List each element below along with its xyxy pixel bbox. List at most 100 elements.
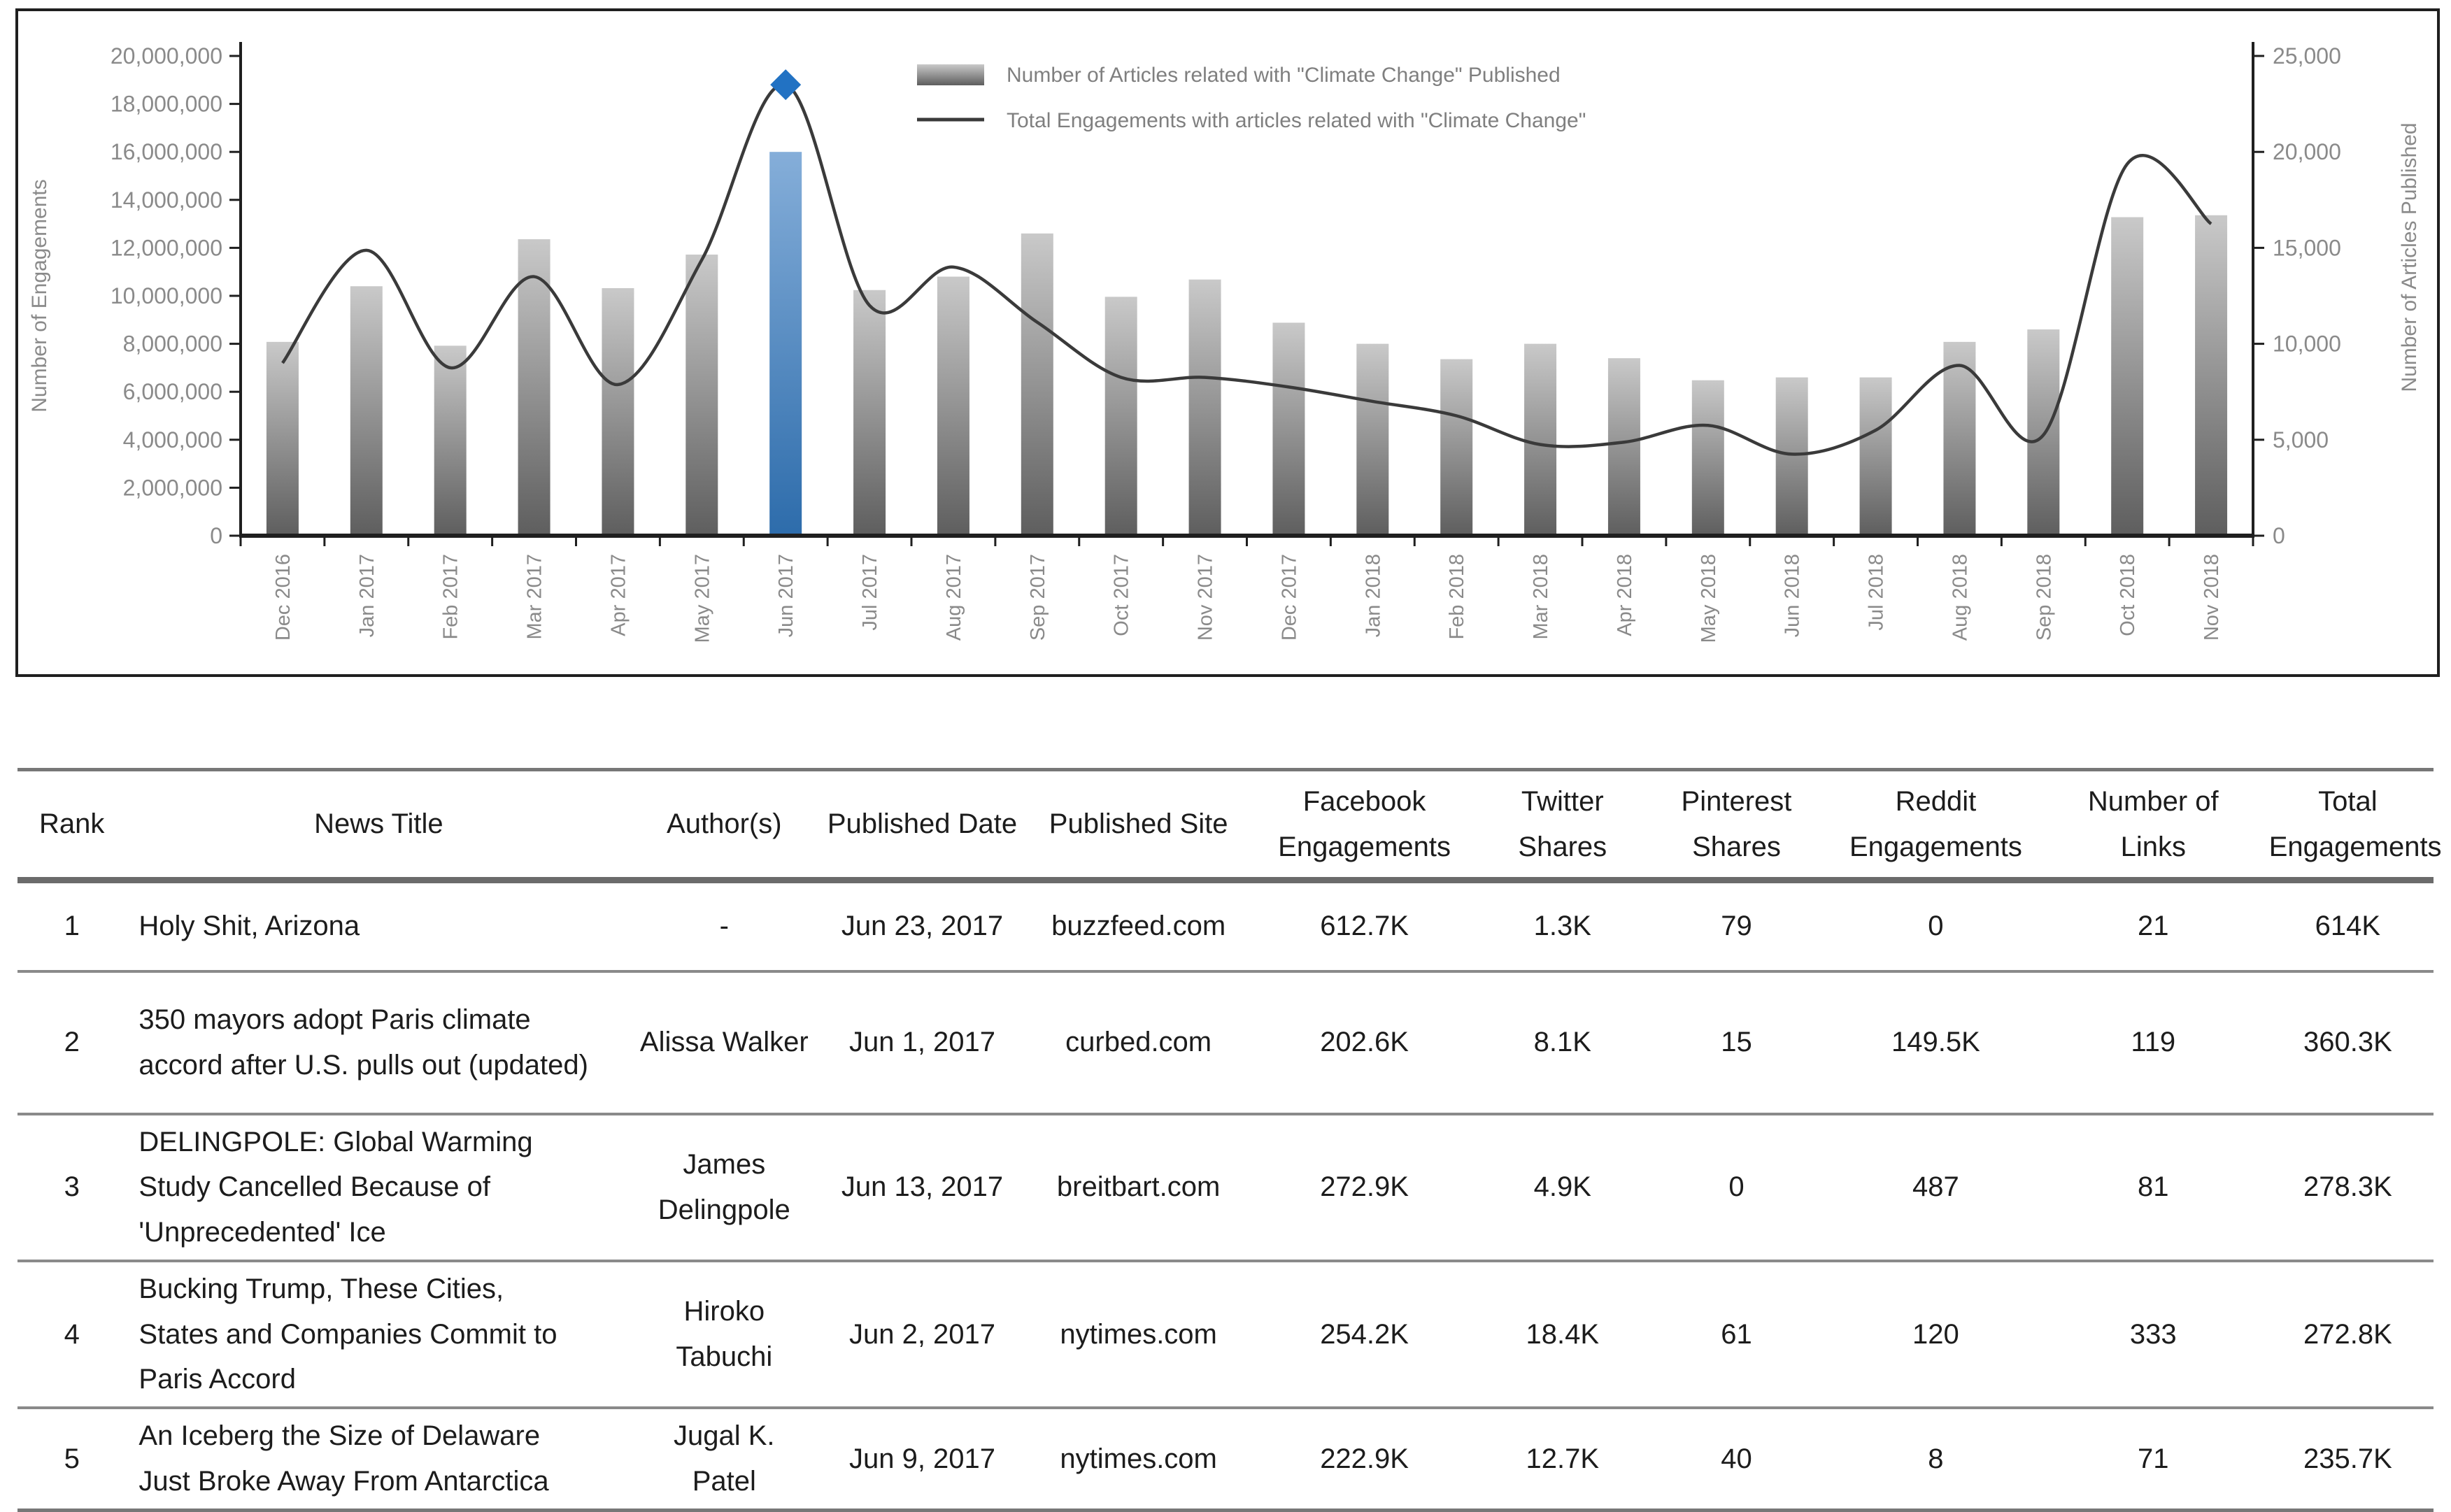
highlighted-articles-bar <box>769 152 802 536</box>
cell-total: 614K <box>2315 911 2381 942</box>
cell-authors: Hiroko Tabuchi <box>676 1296 773 1373</box>
y-axis-left-tick-label: 2,000,000 <box>123 475 222 500</box>
x-axis-category-label: Aug 2018 <box>1949 554 1971 641</box>
engagements-line <box>281 83 2212 456</box>
x-axis-category-label: Jan 2018 <box>1362 554 1384 637</box>
cell-reddit: 120 <box>1912 1318 1959 1350</box>
articles-bar <box>937 276 969 536</box>
column-header-reddit: Reddit Engagements <box>1849 785 2022 862</box>
cell-date: Jun 1, 2017 <box>848 1027 996 1058</box>
x-axis-category-label: May 2017 <box>691 554 713 643</box>
cell-links: 333 <box>2129 1318 2177 1350</box>
articles-bar <box>1943 341 1976 536</box>
y-axis-right-tick-label: 25,000 <box>2273 43 2341 69</box>
x-axis-category-label: Jul 2017 <box>859 554 881 631</box>
articles-bar <box>1272 322 1305 536</box>
x-axis-category-label: Mar 2017 <box>524 554 546 640</box>
cell-total: 360.3K <box>2303 1027 2392 1058</box>
cell-date: Jun 23, 2017 <box>841 911 1004 942</box>
y-axis-left-title: Number of Engagements <box>28 179 51 413</box>
table-row: 1 Holy Shit, Arizona - Jun 23, 2017 buzzfeed… <box>17 880 2434 971</box>
column-header-total: Total Engagements <box>2268 785 2442 862</box>
cell-facebook: 222.9K <box>1320 1443 1409 1474</box>
x-axis-category-label: Jun 2018 <box>1782 554 1804 637</box>
table-row: 2 350 mayors adopt Paris climate accord a… <box>17 971 2434 1114</box>
cell-title: DELINGPOLE: Global Warming Study Cancell… <box>138 1126 533 1248</box>
cell-twitter: 8.1K <box>1533 1027 1591 1058</box>
column-header-pinterest: Pinterest Shares <box>1681 785 1792 862</box>
combo-chart-svg: 0 2,000,000 4,000,000 6,000,000 8,000,000 10,… <box>28 42 2421 643</box>
cell-links: 21 <box>2138 911 2169 942</box>
column-header-authors: Author(s) <box>667 808 782 840</box>
cell-reddit: 8 <box>1928 1443 1944 1474</box>
x-axis-category-label: Dec 2017 <box>1278 554 1300 641</box>
cell-date: Jun 13, 2017 <box>841 1171 1004 1203</box>
articles-bar <box>1356 343 1389 536</box>
peak-marker-icon <box>770 69 802 101</box>
column-header-rank: Rank <box>39 808 105 840</box>
articles-bar <box>1440 359 1473 536</box>
x-axis-category-label: Nov 2018 <box>2201 554 2223 641</box>
articles-bar <box>1775 377 1808 536</box>
y-axis-right-tick-label: 5,000 <box>2273 427 2329 452</box>
cell-twitter: 4.9K <box>1533 1171 1591 1203</box>
column-header-facebook: Facebook Engagements <box>1278 785 1451 862</box>
cell-twitter: 1.3K <box>1533 911 1591 942</box>
x-axis-category-label: Jul 2018 <box>1866 554 1888 631</box>
x-axis-category-label: Jan 2017 <box>356 554 378 637</box>
cell-title: Bucking Trump, These Cities, States and … <box>138 1273 557 1395</box>
x-axis-category-label: Oct 2017 <box>1111 554 1133 636</box>
cell-title: 350 mayors adopt Paris climate accord af… <box>138 1004 588 1080</box>
cell-site: nytimes.com <box>1060 1443 1217 1474</box>
y-axis-left-tick-label: 14,000,000 <box>111 187 222 213</box>
cell-links: 81 <box>2138 1171 2169 1203</box>
cell-twitter: 12.7K <box>1526 1443 1600 1474</box>
combo-chart: 0 2,000,000 4,000,000 6,000,000 8,000,000 10,… <box>15 8 2440 677</box>
y-axis-left-tick-label: 16,000,000 <box>111 139 222 164</box>
cell-twitter: 18.4K <box>1526 1318 1600 1350</box>
y-axis-left-tick-label: 10,000,000 <box>111 283 222 308</box>
cell-links: 71 <box>2138 1443 2169 1474</box>
cell-authors: James Delingpole <box>658 1148 790 1225</box>
cell-total: 272.8K <box>2303 1318 2392 1350</box>
x-axis-category-label: Aug 2017 <box>943 554 965 641</box>
y-axis-left-tick-label: 0 <box>210 523 222 548</box>
cell-reddit: 487 <box>1912 1171 1959 1203</box>
articles-bar <box>350 286 383 536</box>
y-axis-right-title: Number of Articles Published <box>2398 122 2421 392</box>
x-axis-category-label: Apr 2018 <box>1614 554 1636 636</box>
column-header-site: Published Site <box>1049 808 1228 840</box>
cell-rank: 3 <box>64 1171 80 1203</box>
articles-bar <box>853 290 886 536</box>
cell-site: breitbart.com <box>1056 1171 1221 1203</box>
x-axis-category-label: Feb 2017 <box>440 554 462 640</box>
articles-bar <box>266 341 299 536</box>
cell-site: curbed.com <box>1065 1027 1212 1058</box>
x-axis-category-label: Nov 2017 <box>1195 554 1217 641</box>
legend-bar-swatch <box>917 64 984 85</box>
cell-title: An Iceberg the Size of Delaware Just Bro… <box>138 1420 549 1497</box>
x-axis-category-label: Oct 2018 <box>2117 554 2139 636</box>
articles-bar <box>2195 215 2228 536</box>
cell-authors: Alissa Walker <box>639 1027 809 1058</box>
x-axis-category-label: Dec 2016 <box>272 554 294 641</box>
cell-authors: - <box>719 911 729 942</box>
articles-bar <box>1607 358 1640 536</box>
articles-bar <box>1104 297 1137 536</box>
articles-bar <box>434 345 467 536</box>
cell-total: 235.7K <box>2303 1443 2392 1474</box>
articles-bar <box>1188 279 1221 536</box>
articles-bar <box>685 255 718 536</box>
cell-pinterest: 0 <box>1728 1171 1745 1203</box>
articles-bar <box>2111 217 2144 536</box>
y-axis-left-tick-label: 8,000,000 <box>123 331 222 357</box>
cell-rank: 5 <box>64 1443 80 1474</box>
y-axis-left-tick-label: 20,000,000 <box>111 43 222 69</box>
cell-pinterest: 79 <box>1721 911 1752 942</box>
news-table: Rank News Title Author(s) Published Date Pub… <box>17 768 2442 1512</box>
table-header-row: Rank News Title Author(s) Published Date Pub… <box>17 769 2442 880</box>
cell-reddit: 0 <box>1928 911 1944 942</box>
news-table-section: Rank News Title Author(s) Published Date Pub… <box>17 768 2442 1512</box>
cell-pinterest: 40 <box>1721 1443 1752 1474</box>
column-header-links: Number of Links <box>2087 785 2219 862</box>
